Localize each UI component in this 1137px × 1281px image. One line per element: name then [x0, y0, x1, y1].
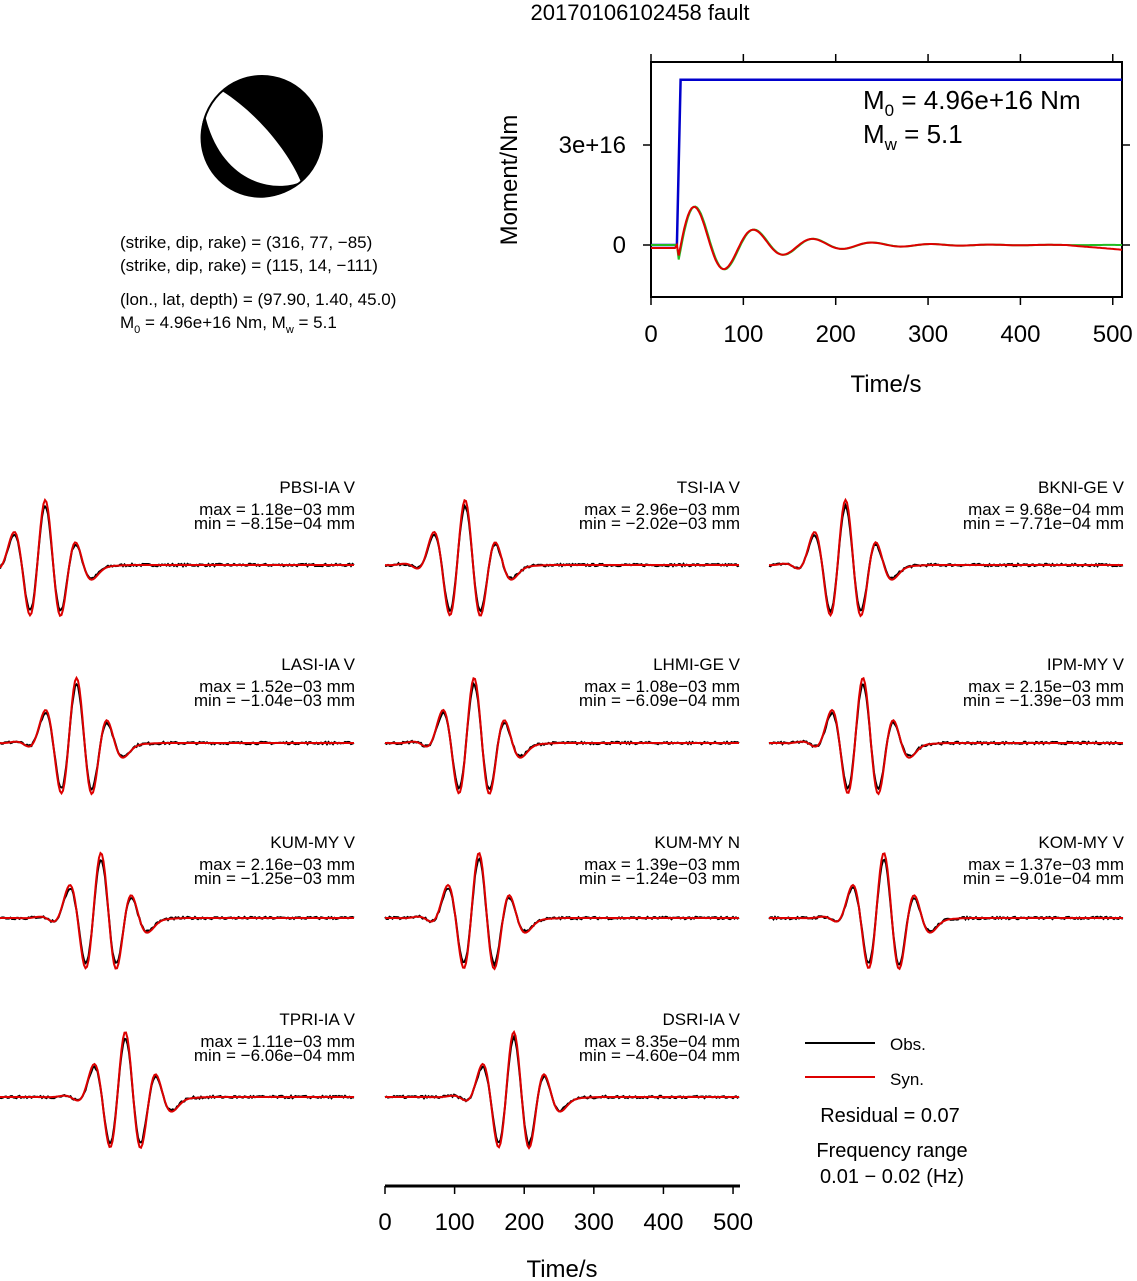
synthetic-trace — [0, 497, 354, 618]
moment-x-tick-label: 0 — [644, 321, 657, 348]
station-label: LASI-IA V — [281, 655, 355, 674]
synthetic-trace — [385, 498, 739, 617]
station-label: TSI-IA V — [677, 478, 741, 497]
focal-location: (lon., lat, depth) = (97.90, 1.40, 45.0) — [120, 290, 396, 309]
legend-syn-label: Syn. — [890, 1070, 924, 1089]
synthetic-trace — [385, 677, 739, 795]
legend: Obs. Syn. — [805, 1035, 926, 1089]
moment-x-tick-label: 400 — [1000, 321, 1040, 348]
moment-plot-frame — [650, 61, 1123, 298]
station-label: KUM-MY V — [270, 833, 355, 852]
focal-plane-1: (strike, dip, rake) = (316, 77, −85) — [120, 233, 372, 252]
moment-x-tick-label: 500 — [1093, 321, 1133, 348]
station-min: min = −2.02e−03 mm — [579, 514, 740, 533]
station-max: max = 1.11e−03 mm — [200, 1032, 355, 1051]
station-min: min = −6.09e−04 mm — [579, 691, 740, 710]
moment-rate-green-line — [651, 205, 1122, 271]
waveform-x-tick-label: 200 — [504, 1209, 544, 1236]
waveform-x-tick-label: 400 — [643, 1209, 683, 1236]
synthetic-trace — [0, 675, 354, 796]
frequency-range-value: 0.01 − 0.02 (Hz) — [820, 1166, 964, 1188]
synthetic-trace — [769, 676, 1123, 796]
station-min: min = −6.06e−04 mm — [194, 1046, 355, 1065]
station-min: min = −9.01e−04 mm — [963, 869, 1124, 888]
station-label: PBSI-IA V — [279, 478, 355, 497]
moment-y-label: Moment/Nm — [496, 115, 523, 246]
synthetic-trace — [0, 1031, 354, 1150]
station-min: min = −1.24e−03 mm — [579, 869, 740, 888]
frequency-range-label: Frequency range — [816, 1140, 967, 1162]
residual-label: Residual = 0.07 — [820, 1105, 960, 1127]
synthetic-trace — [385, 1029, 739, 1150]
synthetic-trace — [0, 851, 354, 970]
station-max: max = 1.08e−03 mm — [584, 677, 740, 696]
moment-annotation-mw: Mw = 5.1 — [863, 119, 963, 154]
station-max: max = 2.96e−03 mm — [584, 500, 740, 519]
moment-annotation-m0: M0 = 4.96e+16 Nm — [863, 85, 1081, 120]
station-max: max = 1.37e−03 mm — [968, 855, 1124, 874]
moment-rate-red-line — [651, 205, 1123, 271]
station-min: min = −4.60e−04 mm — [579, 1046, 740, 1065]
moment-x-tick-label: 200 — [816, 321, 856, 348]
station-max: max = 1.52e−03 mm — [199, 677, 355, 696]
station-min: min = −8.15e−04 mm — [194, 514, 355, 533]
legend-obs-label: Obs. — [890, 1035, 926, 1054]
figure-title: 20170106102458 fault — [531, 0, 750, 25]
waveform-x-tick-label: 500 — [713, 1209, 753, 1236]
station-max: max = 2.15e−03 mm — [968, 677, 1124, 696]
station-min: min = −1.04e−03 mm — [194, 691, 355, 710]
station-max: max = 1.39e−03 mm — [584, 855, 740, 874]
station-label: BKNI-GE V — [1038, 478, 1125, 497]
moment-y-tick-label: 3e+16 — [559, 132, 626, 159]
station-label: KUM-MY N — [654, 833, 740, 852]
synthetic-trace — [769, 852, 1123, 971]
moment-x-tick-label: 100 — [723, 321, 763, 348]
station-min: min = −1.25e−03 mm — [194, 869, 355, 888]
moment-y-tick-label: 0 — [613, 232, 626, 259]
focal-mechanism-beachball — [200, 75, 323, 198]
waveform-x-tick-label: 0 — [378, 1209, 391, 1236]
waveform-time-axis: 0 100 200 300 400 500 — [378, 1184, 753, 1236]
station-label: KOM-MY V — [1038, 833, 1124, 852]
waveform-x-label: Time/s — [526, 1256, 597, 1281]
station-min: min = −7.71e−04 mm — [963, 514, 1124, 533]
station-label: TPRI-IA V — [279, 1010, 355, 1029]
synthetic-trace — [385, 851, 739, 971]
station-max: max = 9.68e−04 mm — [968, 500, 1124, 519]
focal-plane-2: (strike, dip, rake) = (115, 14, −111) — [120, 256, 378, 275]
station-min: min = −1.39e−03 mm — [963, 691, 1124, 710]
station-label: DSRI-IA V — [663, 1010, 741, 1029]
waveform-x-tick-label: 300 — [574, 1209, 614, 1236]
focal-magnitude: M0 = 4.96e+16 Nm, Mw = 5.1 — [120, 313, 337, 336]
waveform-x-tick-label: 100 — [435, 1209, 475, 1236]
station-max: max = 1.18e−03 mm — [199, 500, 355, 519]
synthetic-trace — [769, 497, 1123, 618]
station-max: max = 2.16e−03 mm — [199, 855, 355, 874]
station-label: IPM-MY V — [1047, 655, 1125, 674]
station-max: max = 8.35e−04 mm — [584, 1032, 740, 1051]
moment-x-tick-label: 300 — [908, 321, 948, 348]
moment-x-label: Time/s — [850, 371, 921, 398]
station-label: LHMI-GE V — [653, 655, 741, 674]
